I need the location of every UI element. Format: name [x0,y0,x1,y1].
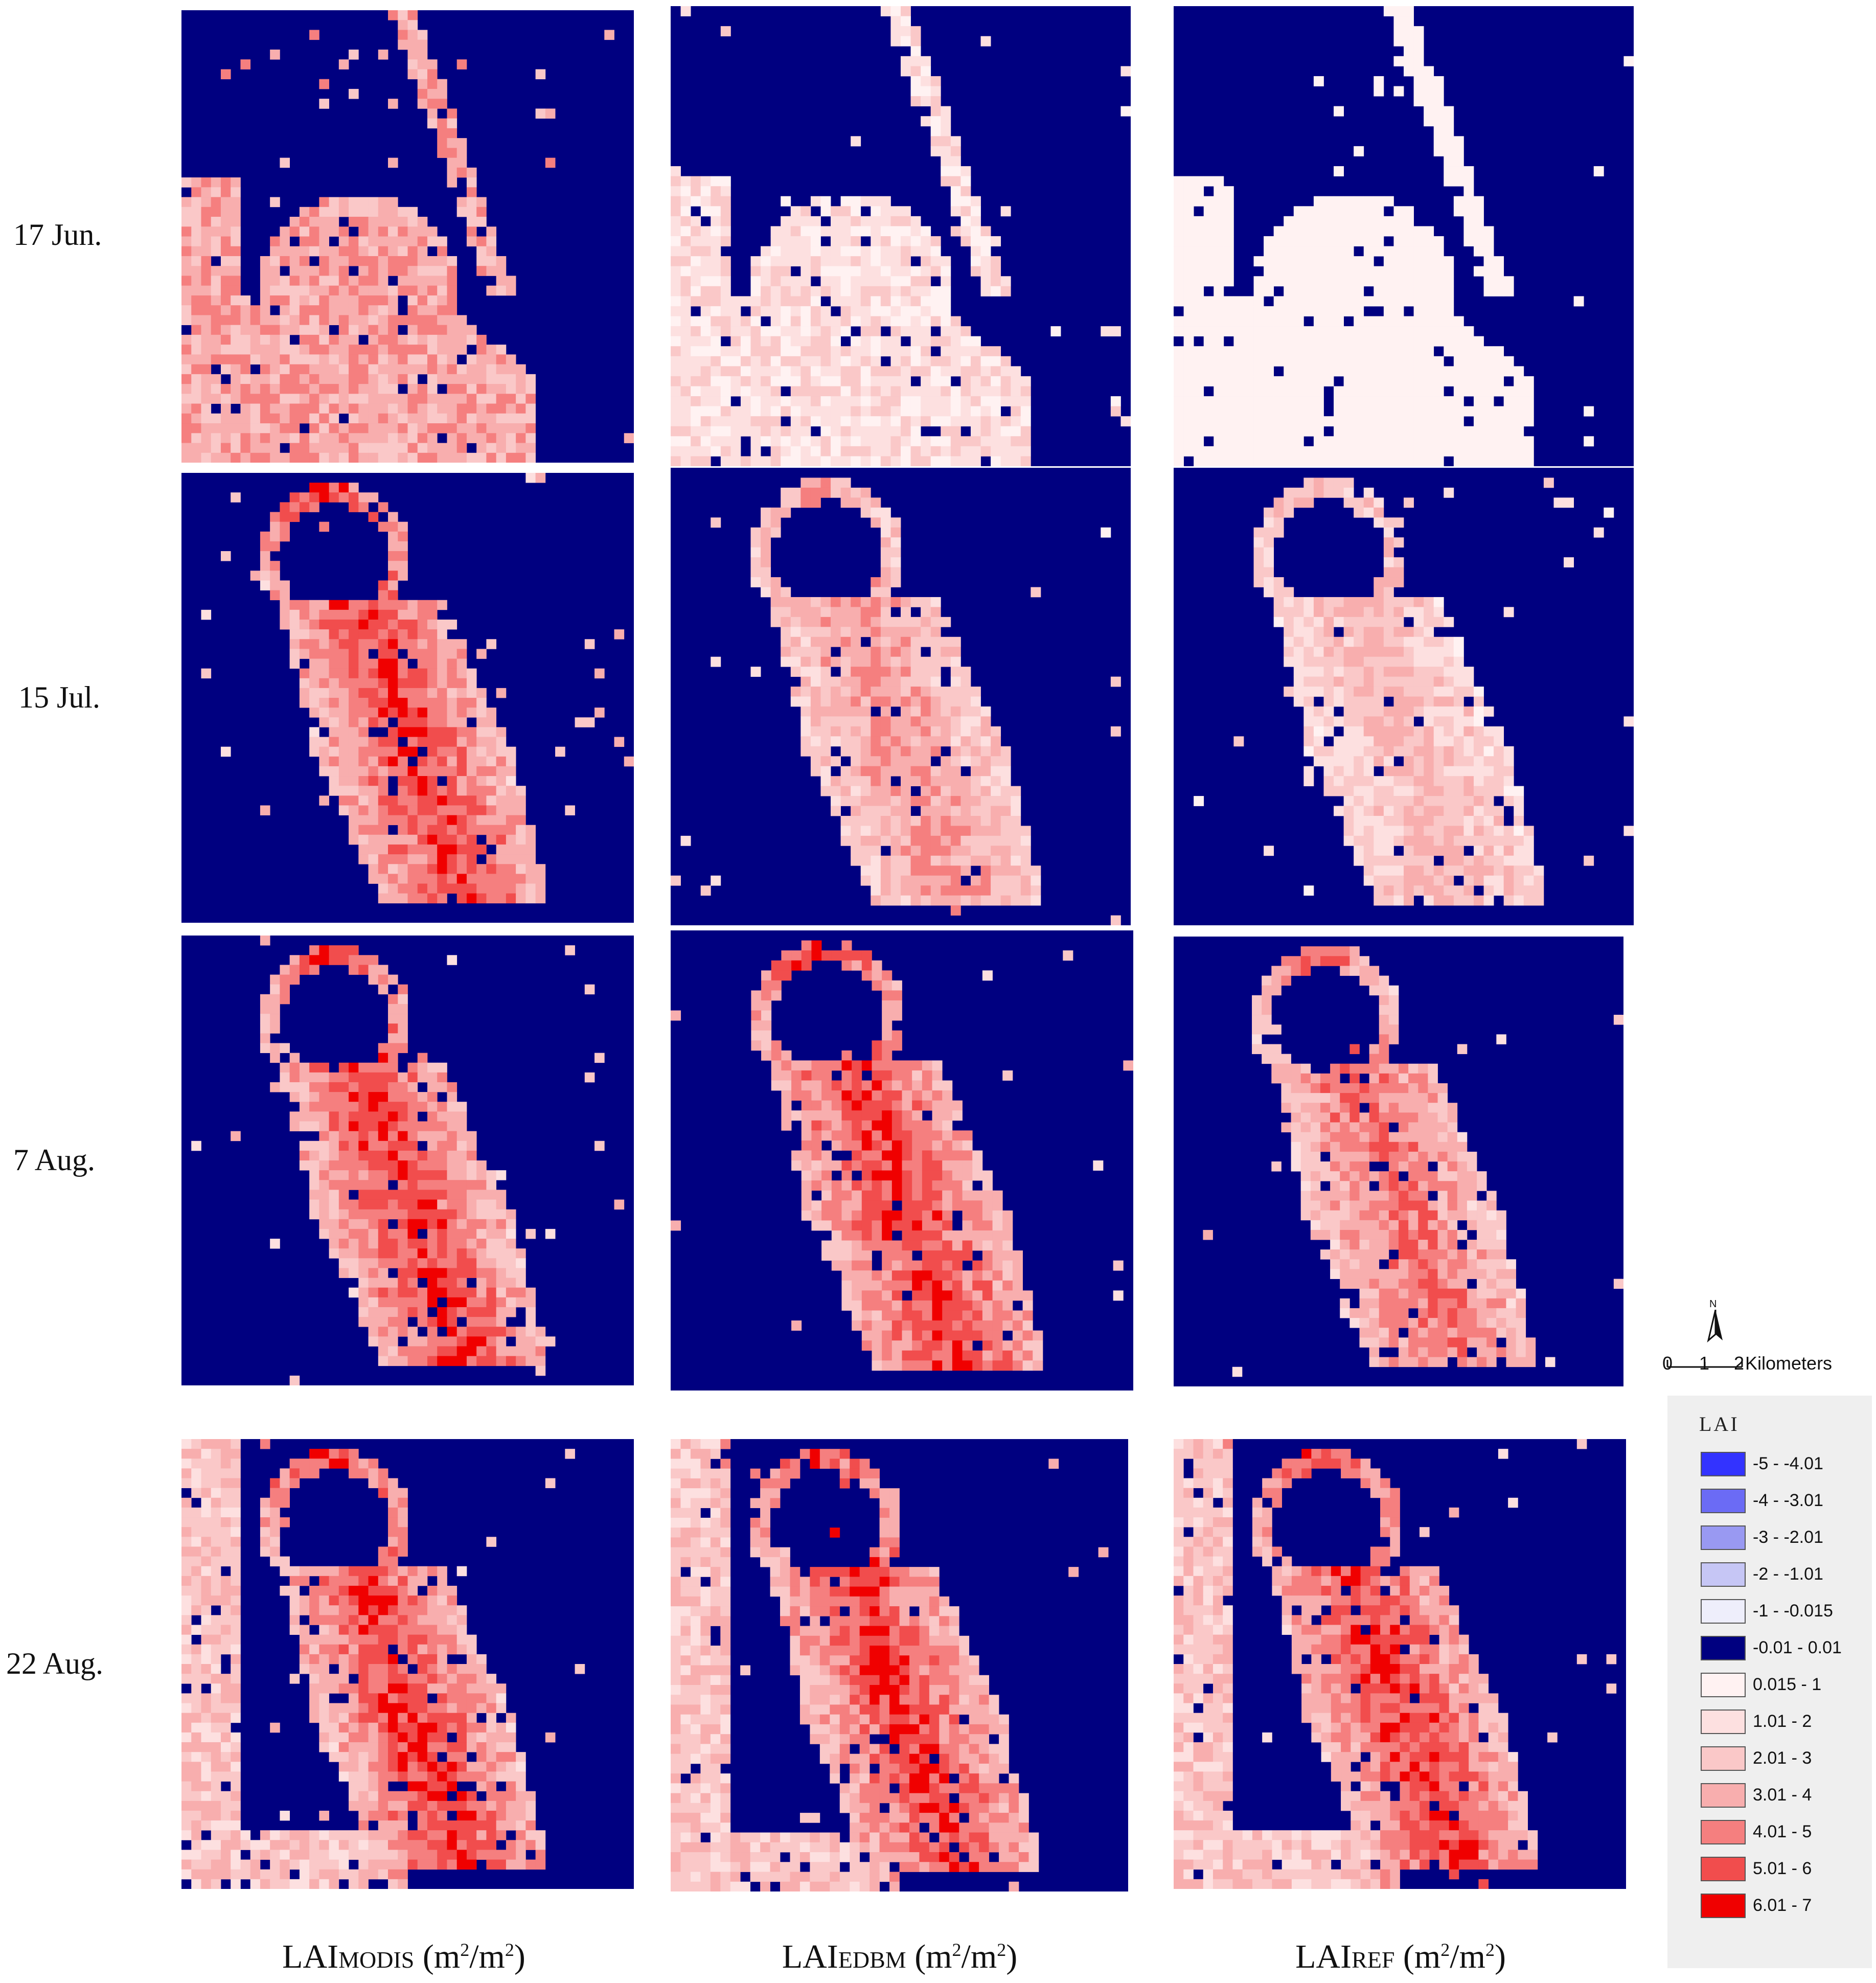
scale-unit: Kilometers [1745,1353,1833,1374]
legend-item-label: 4.01 - 5 [1753,1822,1812,1841]
legend-swatch [1701,1525,1746,1550]
row-label-3: 7 Aug. [13,1143,96,1177]
column-label-modis-sup-a: 2 [460,1940,470,1960]
column-label-edbm-sup-b: 2 [997,1940,1006,1960]
column-label-ref-subscript: REF [1352,1947,1395,1973]
column-label-modis-unit-a: (m [422,1938,461,1975]
legend-item: -2 - -1.01 [1701,1562,1876,1589]
map-panel-17-jun-edbm [671,6,1131,466]
column-label-modis-unit-b: /m [469,1938,505,1975]
legend-item: 2.01 - 3 [1701,1746,1876,1773]
legend-swatch [1701,1820,1746,1844]
legend-item-label: 2.01 - 3 [1753,1748,1812,1768]
column-label-edbm-unit-b: /m [961,1938,997,1975]
legend-item-label: -3 - -2.01 [1753,1528,1823,1547]
north-label: N [1709,1298,1717,1310]
map-panel-7-aug-edbm [671,930,1133,1391]
column-label-edbm-subscript: EDBM [838,1947,906,1973]
column-label-ref-sup-b: 2 [1485,1940,1495,1960]
legend-swatch [1701,1673,1746,1697]
legend-swatch [1701,1894,1746,1918]
legend-item-label: -0.01 - 0.01 [1753,1638,1842,1657]
column-label-modis-main: LAI [282,1938,339,1975]
column-label-ref-unit-a: (m [1403,1938,1441,1975]
legend-item: -4 - -3.01 [1701,1489,1876,1515]
column-label-modis-unit-c: ) [514,1938,525,1975]
legend-swatch [1701,1710,1746,1734]
scale-bar: N 0 1 2 Kilometers [1661,1298,1876,1391]
column-label-edbm: LAIEDBM (m2/m2) [741,1938,1058,1976]
column-label-edbm-main: LAI [782,1938,838,1975]
row-label-1: 17 Jun. [13,218,102,252]
legend-swatch [1701,1636,1746,1660]
map-panel-7-aug-ref [1174,937,1623,1386]
column-label-modis: LAIMODIS (m2/m2) [245,1938,562,1976]
scale-bar-line [1666,1360,1743,1368]
legend-item-label: -5 - -4.01 [1753,1454,1823,1473]
legend-item: -3 - -2.01 [1701,1525,1876,1552]
map-panel-15-jul-modis [181,473,634,923]
legend-item-label: 0.015 - 1 [1753,1675,1822,1694]
map-panel-17-jun-ref [1174,6,1634,466]
row-label-2: 15 Jul. [18,680,101,714]
legend: LAI -5 - -4.01 -4 - -3.01 -3 - -2.01 -2 - -… [1667,1396,1872,1968]
north-arrow-icon [1707,1310,1723,1343]
map-panel-15-jul-ref [1174,468,1634,925]
legend-item-label: 3.01 - 4 [1753,1785,1812,1805]
scale-tick-0: 0 [1662,1353,1673,1374]
column-label-ref-main: LAI [1295,1938,1352,1975]
legend-swatch [1701,1452,1746,1476]
column-label-ref: LAIREF (m2/m2) [1242,1938,1559,1976]
legend-swatch [1701,1746,1746,1771]
legend-item-label: -4 - -3.01 [1753,1491,1823,1510]
column-label-ref-unit-b: /m [1450,1938,1485,1975]
column-label-ref-unit-c: ) [1494,1938,1506,1975]
legend-item-label: 1.01 - 2 [1753,1712,1812,1731]
legend-title: LAI [1699,1412,1740,1435]
map-panel-22-aug-ref [1174,1439,1626,1889]
legend-item: 1.01 - 2 [1701,1710,1876,1736]
map-panel-7-aug-modis [181,936,634,1385]
legend-item: -5 - -4.01 [1701,1452,1876,1478]
map-panel-22-aug-edbm [671,1439,1128,1891]
legend-item-label: -2 - -1.01 [1753,1564,1823,1584]
legend-item-label: -1 - -0.015 [1753,1601,1833,1621]
legend-item: -0.01 - 0.01 [1701,1636,1876,1662]
legend-item: 0.015 - 1 [1701,1673,1876,1699]
map-panel-22-aug-modis [181,1439,634,1889]
legend-item: -1 - -0.015 [1701,1599,1876,1626]
legend-item-label: 6.01 - 7 [1753,1896,1812,1915]
legend-item: 6.01 - 7 [1701,1894,1876,1920]
legend-swatch [1701,1857,1746,1881]
legend-swatch [1701,1489,1746,1513]
column-label-edbm-unit-c: ) [1006,1938,1018,1975]
column-label-edbm-sup-a: 2 [952,1940,962,1960]
legend-swatch [1701,1783,1746,1808]
row-label-4: 22 Aug. [6,1647,104,1680]
column-label-ref-sup-a: 2 [1440,1940,1450,1960]
legend-swatch [1701,1562,1746,1587]
column-label-modis-subscript: MODIS [338,1947,415,1973]
legend-swatch [1701,1599,1746,1624]
map-panel-17-jun-modis [181,10,634,463]
column-label-edbm-unit-a: (m [914,1938,952,1975]
map-panel-15-jul-edbm [671,468,1131,925]
legend-item: 4.01 - 5 [1701,1820,1876,1847]
scale-tick-1: 1 [1699,1353,1710,1374]
legend-item: 3.01 - 4 [1701,1783,1876,1810]
legend-item: 5.01 - 6 [1701,1857,1876,1883]
legend-item-label: 5.01 - 6 [1753,1859,1812,1878]
column-label-modis-sup-b: 2 [505,1940,514,1960]
scale-tick-2: 2 [1734,1353,1745,1374]
